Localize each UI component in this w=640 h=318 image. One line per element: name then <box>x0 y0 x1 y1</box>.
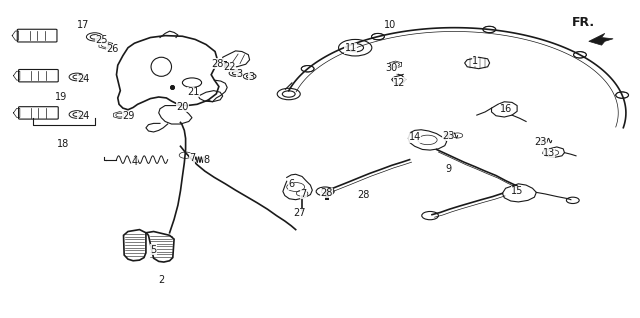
Text: 25: 25 <box>95 35 108 45</box>
Text: 26: 26 <box>106 44 118 54</box>
Text: 21: 21 <box>187 87 200 97</box>
Text: 28: 28 <box>320 188 333 198</box>
Text: 23: 23 <box>534 136 547 147</box>
Text: 3: 3 <box>248 72 254 82</box>
Text: 7: 7 <box>189 153 195 163</box>
Circle shape <box>483 26 496 33</box>
Text: 3: 3 <box>236 69 243 79</box>
Circle shape <box>301 66 314 72</box>
Text: 28: 28 <box>211 59 224 69</box>
Text: 19: 19 <box>54 92 67 102</box>
Text: FR.: FR. <box>572 16 595 29</box>
Circle shape <box>573 52 586 58</box>
Text: 1: 1 <box>472 56 478 66</box>
Text: 5: 5 <box>150 245 157 255</box>
Circle shape <box>616 92 628 98</box>
Polygon shape <box>589 33 613 45</box>
Text: 22: 22 <box>223 62 236 72</box>
Text: 9: 9 <box>445 164 451 174</box>
Text: 11: 11 <box>344 43 357 53</box>
Text: 20: 20 <box>176 101 189 112</box>
Text: 4: 4 <box>131 157 138 167</box>
Text: 6: 6 <box>288 179 294 190</box>
Text: 30: 30 <box>385 63 398 73</box>
Text: 15: 15 <box>511 186 524 196</box>
Text: 13: 13 <box>543 148 556 158</box>
Text: 2: 2 <box>158 275 164 286</box>
Text: 24: 24 <box>77 111 90 121</box>
Text: 27: 27 <box>293 208 306 218</box>
Text: 14: 14 <box>408 132 421 142</box>
Text: 17: 17 <box>77 20 90 31</box>
Text: 10: 10 <box>384 20 397 31</box>
Text: 18: 18 <box>56 139 69 149</box>
Text: 29: 29 <box>122 111 134 121</box>
Text: 12: 12 <box>393 78 406 88</box>
Text: 8: 8 <box>203 155 209 165</box>
Circle shape <box>372 33 385 40</box>
Text: 16: 16 <box>499 104 512 114</box>
Text: 24: 24 <box>77 74 90 85</box>
Text: 23: 23 <box>442 131 454 141</box>
Bar <box>223 61 227 68</box>
Text: 7: 7 <box>300 189 307 199</box>
Text: 28: 28 <box>357 190 370 200</box>
Bar <box>325 191 329 200</box>
